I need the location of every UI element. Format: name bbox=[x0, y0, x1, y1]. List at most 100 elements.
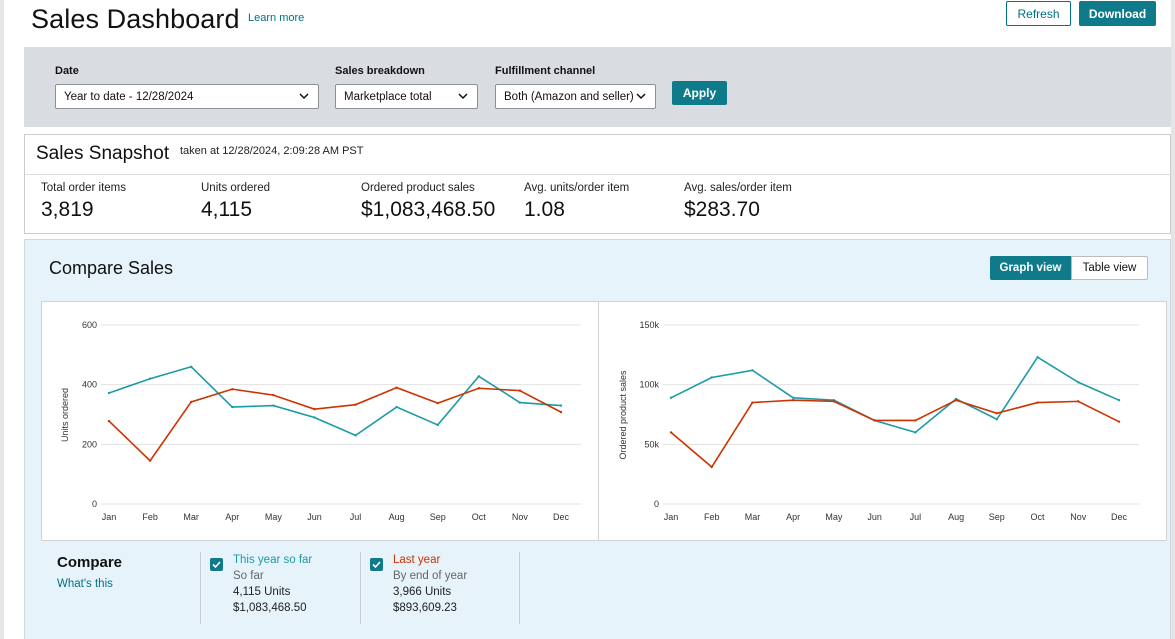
data-point bbox=[518, 401, 522, 404]
metric-value: $283.70 bbox=[684, 198, 760, 221]
x-tick-label: Sep bbox=[430, 512, 446, 522]
chart-divider bbox=[598, 302, 599, 540]
x-tick-label: May bbox=[265, 512, 283, 522]
legend-sub: So far bbox=[233, 570, 264, 582]
data-point bbox=[354, 403, 357, 406]
y-tick-label: 600 bbox=[82, 320, 97, 330]
legend-sub: By end of year bbox=[393, 570, 468, 582]
fulfillment-channel-select[interactable]: Both (Amazon and seller) bbox=[495, 84, 656, 109]
data-point bbox=[914, 419, 917, 422]
graph-view-button[interactable]: Graph view bbox=[990, 256, 1071, 280]
left-edge bbox=[0, 0, 4, 639]
view-toggle: Graph view Table view bbox=[990, 256, 1148, 280]
data-point bbox=[436, 423, 439, 427]
scrollbar-track[interactable] bbox=[1171, 0, 1175, 639]
y-tick-label: 0 bbox=[654, 499, 659, 509]
data-point bbox=[272, 404, 275, 407]
data-point bbox=[395, 405, 398, 409]
x-tick-label: May bbox=[825, 512, 843, 522]
data-point bbox=[189, 365, 193, 368]
units-ordered-chart: 0 200 400 600 Jan Feb Mar Apr May Jun Jul Aug Sep Oct… bbox=[60, 320, 581, 522]
legend-sales: $1,083,468.50 bbox=[233, 602, 307, 614]
legend-sales: $893,609.23 bbox=[393, 602, 457, 614]
table-view-button[interactable]: Table view bbox=[1071, 256, 1148, 280]
this-year-checkbox[interactable] bbox=[210, 558, 223, 571]
series-line-last-year bbox=[108, 386, 562, 462]
learn-more-link[interactable]: Learn more bbox=[248, 12, 305, 24]
chevron-down-icon bbox=[299, 93, 309, 100]
x-tick-label: Dec bbox=[1111, 512, 1128, 522]
x-tick-label: Sep bbox=[989, 512, 1005, 522]
fulfillment-channel-value: Both (Amazon and seller) bbox=[504, 90, 634, 103]
data-point bbox=[272, 393, 275, 397]
compare-sales-panel: Compare Sales Graph view Table view 0 200… bbox=[24, 239, 1171, 639]
sales-breakdown-label: Sales breakdown bbox=[335, 65, 425, 77]
data-point bbox=[148, 459, 152, 462]
data-point bbox=[148, 377, 152, 380]
x-tick-label: Aug bbox=[948, 512, 964, 522]
data-point bbox=[995, 418, 999, 421]
series-line-this-year bbox=[670, 356, 1120, 434]
sales-breakdown-select[interactable]: Marketplace total bbox=[335, 84, 478, 109]
download-button[interactable]: Download bbox=[1079, 1, 1156, 26]
data-point bbox=[751, 369, 754, 372]
y-tick-label: 100k bbox=[639, 380, 659, 390]
x-tick-label: Jul bbox=[350, 512, 362, 522]
x-tick-label: Feb bbox=[142, 512, 158, 522]
metric-value: $1,083,468.50 bbox=[361, 198, 496, 221]
y-tick-label: 0 bbox=[92, 499, 97, 509]
apply-button[interactable]: Apply bbox=[672, 81, 727, 105]
x-tick-label: Oct bbox=[1031, 512, 1046, 522]
y-tick-label: 150k bbox=[639, 320, 659, 330]
chevron-down-icon bbox=[458, 93, 468, 100]
data-point bbox=[751, 401, 754, 404]
charts-container: 0 200 400 600 Jan Feb Mar Apr May Jun Jul Aug Sep Oct… bbox=[41, 301, 1167, 541]
x-tick-label: Nov bbox=[512, 512, 529, 522]
data-point bbox=[1117, 420, 1121, 423]
data-point bbox=[477, 387, 481, 390]
last-year-checkbox[interactable] bbox=[370, 558, 383, 571]
legend-units: 3,966 Units bbox=[393, 586, 452, 598]
series-line-this-year bbox=[108, 365, 562, 437]
data-point bbox=[710, 465, 713, 469]
data-point bbox=[477, 375, 481, 378]
checkmark-icon bbox=[372, 561, 381, 569]
metric-value: 3,819 bbox=[41, 198, 94, 221]
date-select[interactable]: Year to date - 12/28/2024 bbox=[55, 84, 319, 109]
legend-name: Last year bbox=[393, 554, 441, 566]
data-point bbox=[559, 410, 563, 414]
legend-last-year: Last year By end of year 3,966 Units $89… bbox=[360, 552, 520, 624]
series-line-last-year bbox=[670, 399, 1120, 469]
refresh-button[interactable]: Refresh bbox=[1006, 1, 1071, 26]
data-point bbox=[873, 419, 876, 422]
data-point bbox=[954, 398, 958, 402]
data-point bbox=[669, 431, 673, 434]
compare-label: Compare bbox=[57, 554, 123, 571]
x-tick-label: Mar bbox=[745, 512, 761, 522]
metric-units-ordered: Units ordered 4,115 bbox=[201, 182, 270, 222]
metric-label: Total order items bbox=[41, 182, 127, 194]
ordered-product-sales-chart: 0 50k 100k 150k Jan Feb Mar Apr May Jun Jul Aug Sep O… bbox=[618, 320, 1139, 522]
data-point bbox=[559, 404, 563, 407]
data-point bbox=[710, 376, 713, 379]
metric-label: Avg. sales/order item bbox=[684, 182, 792, 194]
x-tick-label: Jan bbox=[102, 512, 117, 522]
x-tick-label: Nov bbox=[1070, 512, 1087, 522]
x-tick-label: Aug bbox=[389, 512, 405, 522]
date-select-value: Year to date - 12/28/2024 bbox=[64, 90, 194, 103]
whats-this-link[interactable]: What's this bbox=[57, 578, 113, 590]
metric-total-order-items: Total order items 3,819 bbox=[41, 182, 126, 222]
y-tick-label: 400 bbox=[82, 380, 97, 390]
metric-avg-sales-per-order-item: Avg. sales/order item $283.70 bbox=[684, 182, 792, 222]
data-point bbox=[395, 386, 398, 389]
page-title: Sales Dashboard bbox=[31, 4, 240, 34]
data-point bbox=[1117, 398, 1121, 402]
x-tick-label: Dec bbox=[553, 512, 570, 522]
sales-breakdown-value: Marketplace total bbox=[344, 90, 432, 103]
data-point bbox=[436, 401, 439, 405]
x-tick-label: Apr bbox=[786, 512, 800, 522]
data-point bbox=[518, 389, 522, 392]
data-point bbox=[231, 405, 234, 409]
metric-value: 4,115 bbox=[201, 198, 252, 221]
data-point bbox=[1036, 401, 1039, 404]
